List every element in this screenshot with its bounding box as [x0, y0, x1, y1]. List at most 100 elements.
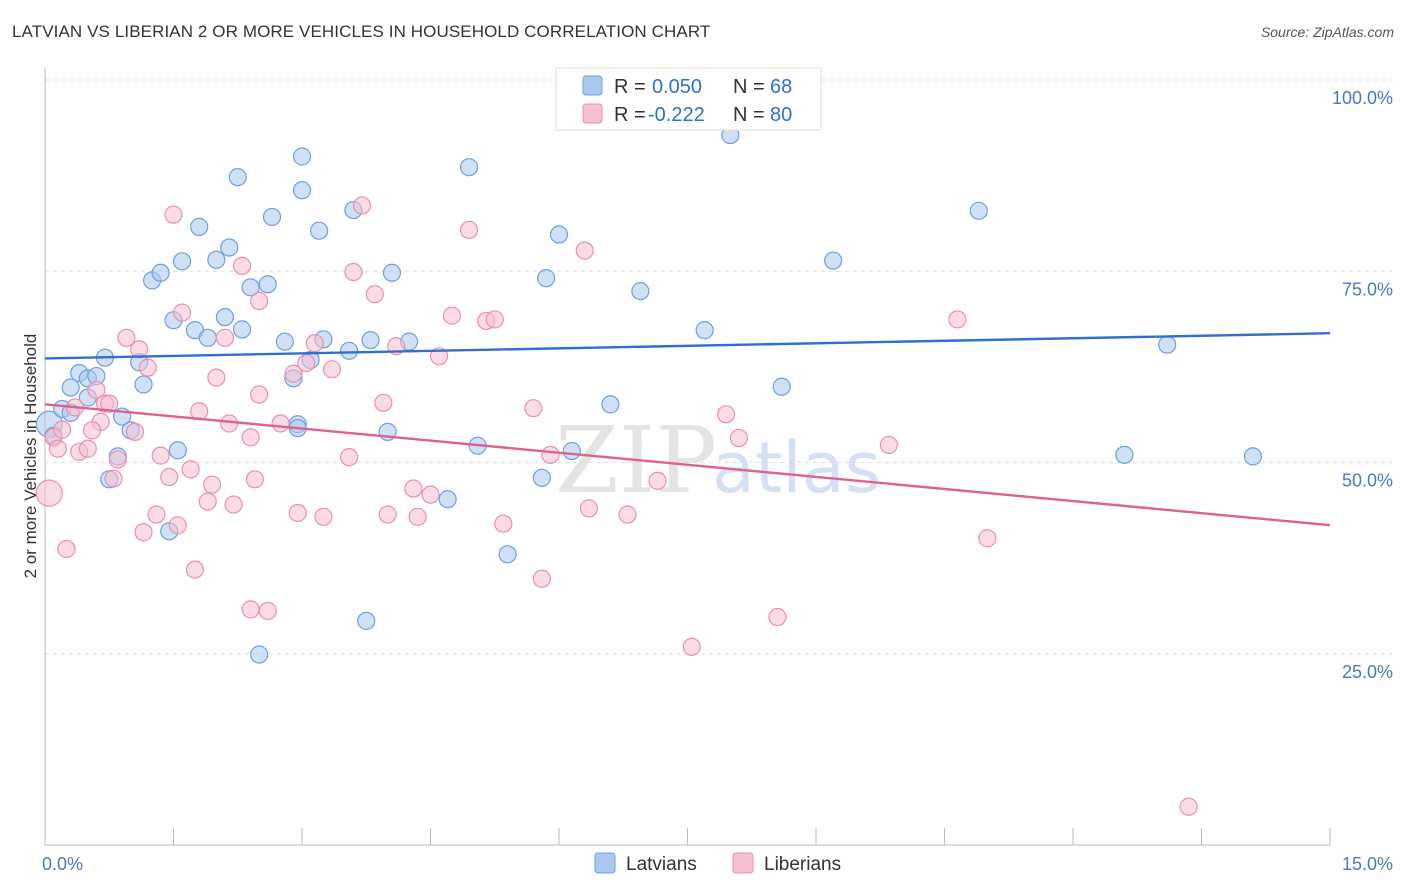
liberian-point: [579, 499, 599, 518]
x-tick-label-max: 15.0%: [1342, 854, 1393, 874]
liberian-point: [151, 446, 170, 465]
latvian-point: [198, 328, 217, 347]
liberian-point: [284, 364, 303, 383]
liberian-point: [202, 475, 222, 494]
latvian-point: [258, 275, 277, 294]
legend-r-value-1: 0.050: [652, 76, 702, 98]
liberian-point: [404, 479, 423, 498]
y-tick-label-50: 50.0%: [1342, 471, 1393, 491]
legend-r-label-1: R =: [614, 76, 646, 98]
liberian-point: [618, 505, 637, 524]
latvian-point: [151, 263, 170, 282]
latvian-point: [168, 441, 187, 460]
latvian-point: [969, 201, 988, 220]
liberian-point: [220, 414, 239, 433]
latvian-point: [1115, 445, 1134, 464]
latvian-point: [459, 158, 479, 177]
latvian-point: [824, 251, 843, 270]
liberian-point: [207, 368, 226, 387]
latvian-point: [532, 468, 551, 487]
liberian-point: [224, 495, 243, 514]
latvian-point: [1158, 335, 1177, 354]
liberian-point: [57, 539, 76, 559]
latvian-point: [631, 282, 650, 301]
series-legend: Latvians Liberians: [594, 852, 841, 875]
liberian-point: [374, 393, 393, 412]
liberian-point: [305, 334, 324, 353]
latvian-point: [215, 308, 234, 327]
liberian-point: [198, 492, 217, 511]
latvian-point: [228, 168, 247, 187]
latvian-point: [220, 238, 239, 257]
x-axis-ticks: [44, 828, 1331, 845]
liberian-point: [978, 529, 997, 548]
liberian-point: [485, 310, 504, 329]
latvian-point: [310, 221, 329, 240]
liberian-point: [100, 394, 119, 413]
liberian-point: [164, 205, 183, 224]
series-swatch-liberians: [732, 852, 754, 874]
source-label: Source: ZipAtlas.com: [1260, 24, 1394, 40]
liberian-point: [172, 303, 192, 322]
liberian-point: [241, 428, 260, 447]
latvian-point: [382, 263, 402, 282]
legend-r-label-2: R =: [614, 104, 646, 126]
latvian-point: [134, 375, 153, 394]
liberian-point: [365, 285, 384, 304]
latvian-point: [498, 545, 517, 564]
liberian-point: [104, 469, 123, 488]
liberian-point: [459, 220, 479, 240]
series-label-liberians: Liberians: [764, 854, 841, 875]
liberian-point: [682, 637, 701, 656]
liberian-point: [245, 470, 264, 489]
liberian-point: [532, 569, 551, 588]
latvian-point: [61, 378, 80, 397]
liberian-point: [314, 507, 333, 526]
liberian-point: [378, 505, 397, 524]
liberian-point: [134, 523, 153, 542]
series-label-latvians: Latvians: [626, 854, 697, 875]
liberian-point: [232, 256, 252, 275]
liberian-point: [442, 306, 462, 325]
liberian-point: [83, 421, 102, 440]
liberian-point: [344, 262, 363, 282]
latvian-point: [695, 321, 714, 340]
latvian-point: [361, 331, 380, 350]
latvian-point: [172, 252, 192, 271]
liberian-point: [729, 428, 749, 448]
liberian-point: [648, 471, 667, 490]
liberian-point: [138, 358, 157, 377]
liberian-point: [716, 405, 736, 424]
latvian-point: [292, 147, 312, 166]
liberian-point: [768, 607, 787, 627]
liberian-point: [87, 380, 106, 399]
legend-n-value-1: 68: [770, 76, 792, 98]
y-tick-label-75: 75.0%: [1342, 279, 1393, 299]
liberian-point: [352, 196, 372, 215]
latvian-point: [772, 377, 791, 396]
latvian-point: [340, 341, 359, 360]
latvian-point: [438, 490, 457, 509]
liberian-point: [524, 399, 543, 418]
liberian-point: [340, 448, 359, 467]
liberian-point: [250, 291, 269, 311]
liberian-point: [271, 414, 290, 433]
legend-n-label-1: N =: [733, 76, 765, 98]
legend-n-label-2: N =: [733, 104, 765, 126]
liberian-point: [948, 310, 967, 329]
stats-legend: R = 0.050 N = 68 R = -0.222 N = 80: [555, 67, 822, 131]
liberian-point: [78, 439, 97, 458]
legend-n-value-2: 80: [770, 104, 792, 126]
series-swatch-latvians: [594, 852, 616, 874]
liberian-point: [35, 479, 63, 507]
liberian-point: [108, 450, 127, 469]
latvian-point: [241, 278, 260, 297]
liberian-point: [258, 601, 277, 621]
liberian-point: [288, 503, 307, 523]
latvian-point: [262, 207, 282, 227]
y-tick-labels: 25.0% 50.0% 75.0% 100.0%: [1332, 88, 1393, 682]
liberian-point: [250, 385, 269, 404]
liberian-point: [147, 505, 166, 524]
latvian-point: [601, 395, 620, 414]
